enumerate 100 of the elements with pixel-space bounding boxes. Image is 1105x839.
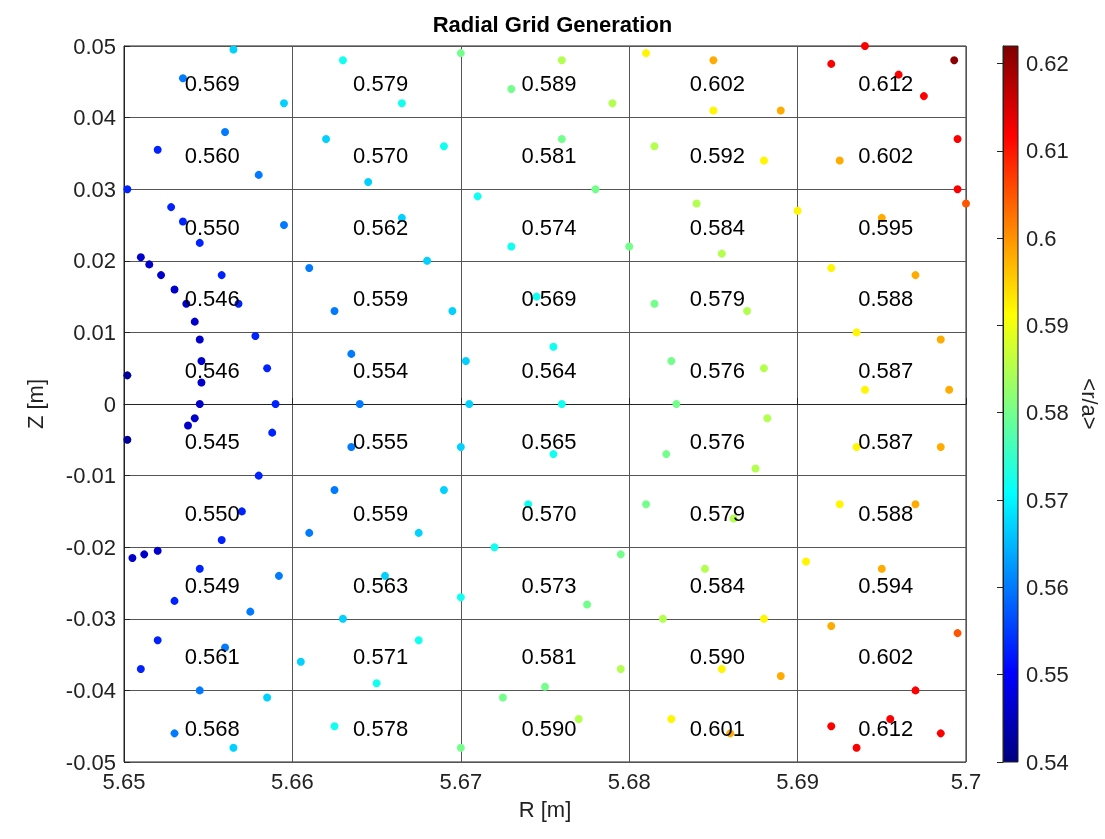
point <box>279 221 288 229</box>
annotation: 0.550 <box>184 500 240 526</box>
point <box>709 106 718 115</box>
point <box>860 385 869 394</box>
point <box>439 142 448 151</box>
annotation: 0.588 <box>858 500 914 526</box>
y-tick-label: 0.01 <box>73 319 116 345</box>
annotation: 0.561 <box>184 644 240 670</box>
point <box>911 500 920 509</box>
point <box>936 729 945 738</box>
color-bar-label: 0.57 <box>1026 487 1069 513</box>
chart-title: Radial Grid Generation <box>432 11 673 37</box>
point <box>608 99 617 108</box>
point <box>123 185 132 194</box>
point <box>305 528 314 537</box>
color-bar-label: 0.56 <box>1026 574 1069 600</box>
point <box>759 364 768 373</box>
color-bar-label: 0.62 <box>1026 50 1069 76</box>
color-bar-label: 0.59 <box>1026 312 1069 338</box>
point <box>625 242 634 251</box>
point <box>195 400 204 408</box>
point <box>662 450 671 459</box>
point <box>945 385 954 394</box>
point <box>759 614 768 623</box>
point <box>642 49 651 58</box>
annotation: 0.570 <box>353 142 409 168</box>
point <box>852 328 861 337</box>
annotation: 0.578 <box>353 715 409 741</box>
point <box>456 743 465 752</box>
x-axis-title: R [m] <box>518 796 572 822</box>
point <box>217 271 226 280</box>
point <box>827 263 836 272</box>
point <box>860 42 869 50</box>
annotation: 0.550 <box>184 214 240 240</box>
point <box>263 693 272 702</box>
point <box>574 715 583 724</box>
annotation: 0.595 <box>858 214 914 240</box>
annotation: 0.576 <box>689 357 745 383</box>
point <box>364 178 373 187</box>
annotation: 0.569 <box>184 71 240 97</box>
point <box>145 260 154 269</box>
point <box>195 335 204 344</box>
annotation: 0.555 <box>353 429 409 455</box>
point <box>296 657 305 666</box>
y-tick-label: 0.02 <box>73 248 116 274</box>
point <box>157 271 166 280</box>
point <box>802 557 811 566</box>
point <box>672 400 681 408</box>
point <box>195 238 204 247</box>
annotation: 0.574 <box>521 214 577 240</box>
point <box>153 546 162 555</box>
point <box>835 156 844 165</box>
annotation: 0.554 <box>353 357 409 383</box>
annotation: 0.612 <box>858 71 914 97</box>
y-tick-label: 0.03 <box>73 176 116 202</box>
annotation: 0.601 <box>689 715 745 741</box>
point <box>330 485 339 494</box>
point <box>953 629 962 638</box>
annotation: 0.568 <box>184 715 240 741</box>
point <box>692 199 701 208</box>
y-tick-label: -0.01 <box>65 463 116 489</box>
annotation: 0.549 <box>184 572 240 598</box>
point <box>877 564 886 573</box>
point <box>541 682 549 691</box>
point <box>167 203 176 212</box>
point <box>229 45 238 54</box>
point <box>650 299 659 308</box>
point <box>616 664 625 673</box>
point <box>962 199 970 208</box>
annotation: 0.602 <box>689 71 745 97</box>
point <box>448 306 457 315</box>
point <box>950 56 959 65</box>
point <box>414 528 423 537</box>
y-tick-label: -0.03 <box>65 606 116 632</box>
annotation: 0.590 <box>689 644 745 670</box>
point <box>170 729 179 738</box>
point <box>793 206 802 215</box>
point <box>136 664 145 673</box>
point <box>279 99 288 108</box>
annotation: 0.581 <box>521 644 577 670</box>
point <box>650 142 659 151</box>
annotation: 0.560 <box>184 142 240 168</box>
point <box>197 378 206 387</box>
point <box>195 564 204 573</box>
annotation: 0.584 <box>689 214 745 240</box>
point <box>557 56 566 65</box>
color-bar-title: <r/a> <box>1076 378 1102 430</box>
annotation: 0.587 <box>858 357 914 383</box>
point <box>123 435 132 444</box>
x-tick-label: 5.67 <box>439 768 483 794</box>
point <box>170 596 179 605</box>
point <box>330 306 339 315</box>
point <box>717 664 726 673</box>
point <box>251 331 260 340</box>
point <box>616 550 625 559</box>
point <box>170 285 179 294</box>
point <box>591 185 600 194</box>
annotation: 0.612 <box>858 715 914 741</box>
point <box>229 743 238 752</box>
point <box>221 127 230 136</box>
